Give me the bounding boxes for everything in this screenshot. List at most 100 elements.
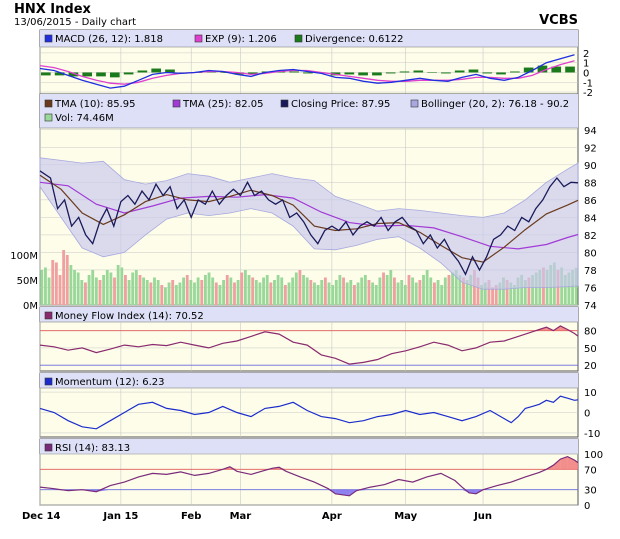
- volume-bar: [251, 277, 255, 305]
- oscillator-y-tick: 50: [584, 344, 597, 355]
- volume-bar: [124, 275, 127, 305]
- oscillator-y-tick: 20: [584, 361, 597, 372]
- divergence-bar: [565, 66, 575, 73]
- divergence-bar: [510, 71, 520, 73]
- volume-bar: [87, 275, 91, 305]
- volume-bar: [367, 280, 371, 305]
- volume-bar: [182, 277, 186, 305]
- volume-bar: [269, 282, 273, 305]
- divergence-bar: [413, 70, 424, 73]
- oscillator-y-tick: 0: [584, 501, 590, 512]
- volume-bar: [465, 280, 469, 305]
- volume-bar: [385, 275, 389, 305]
- volume-bar: [454, 270, 458, 305]
- macd-y-tick: 2: [583, 49, 589, 60]
- divergence-bar: [427, 72, 437, 73]
- volume-bar: [243, 270, 247, 305]
- x-axis-date-label: Jun: [473, 511, 492, 522]
- volume-bar: [422, 275, 425, 305]
- price-y-tick: 78: [584, 266, 597, 277]
- legend-label: Money Flow Index (14): 70.52: [55, 311, 204, 322]
- price-y-tick: 90: [584, 161, 597, 172]
- volume-bar: [120, 267, 124, 305]
- price-y-tick: 88: [584, 178, 597, 189]
- divergence-bar: [551, 66, 562, 73]
- volume-bar: [458, 275, 462, 305]
- volume-bar: [58, 275, 62, 305]
- divergence-bar: [123, 72, 134, 75]
- macd-y-tick: 0: [583, 68, 589, 79]
- volume-bar: [443, 277, 447, 305]
- divergence-bar: [234, 72, 244, 75]
- tma25-line: [39, 181, 579, 250]
- volume-bar: [512, 285, 516, 305]
- closing-price-line: [39, 170, 579, 276]
- divergence-bar: [537, 65, 548, 73]
- volume-bar: [349, 280, 353, 305]
- volume-bar: [447, 275, 451, 305]
- legend-swatch: [44, 113, 53, 122]
- volume-bar: [527, 277, 531, 305]
- volume-bar: [451, 272, 455, 305]
- volume-bar: [69, 265, 73, 305]
- volume-bar: [84, 282, 87, 305]
- divergence-bar: [372, 72, 382, 76]
- divergence-bar: [289, 71, 299, 73]
- volume-bar: [323, 277, 327, 305]
- legend-label: Vol: 74.46M: [55, 113, 114, 124]
- volume-bar: [316, 285, 320, 305]
- volume-bar: [563, 275, 567, 305]
- volume-bar: [494, 285, 498, 305]
- legend-swatch: [44, 99, 53, 108]
- macd-y-tick: 1: [583, 59, 589, 70]
- volume-bar: [425, 270, 429, 305]
- volume-bar: [47, 277, 51, 305]
- volume-bar: [76, 272, 80, 305]
- divergence-bar: [68, 72, 79, 77]
- volume-y-tick: 0M: [23, 301, 38, 312]
- volume-bar: [174, 285, 178, 305]
- price-y-tick: 80: [584, 248, 597, 259]
- oscillator-y-tick: 10: [584, 388, 597, 399]
- volume-bar: [138, 275, 142, 305]
- volume-bar: [62, 250, 66, 305]
- oscillator-y-tick: 0: [584, 409, 590, 420]
- volume-bar: [327, 282, 331, 305]
- divergence-bar: [137, 70, 148, 73]
- volume-bar: [207, 272, 211, 305]
- price-y-tick: 84: [584, 213, 597, 224]
- volume-bar: [556, 270, 560, 305]
- volume-bar: [313, 282, 316, 305]
- volume-bar: [389, 270, 393, 305]
- volume-bar: [247, 275, 251, 305]
- volume-bar: [469, 275, 473, 305]
- volume-bar: [331, 285, 335, 305]
- price-y-tick: 86: [584, 196, 597, 207]
- volume-bar: [254, 280, 258, 305]
- volume-bar: [280, 277, 284, 305]
- x-axis-date-label: Mar: [230, 511, 252, 522]
- volume-bar: [229, 277, 233, 305]
- volume-bar: [233, 282, 236, 305]
- divergence-bar: [523, 67, 534, 73]
- volume-bar: [302, 275, 305, 305]
- oversold-fill: [335, 489, 350, 496]
- volume-bar: [291, 277, 295, 305]
- volume-bar: [116, 265, 120, 305]
- oscillator-y-tick: 80: [584, 327, 597, 338]
- legend-swatch: [44, 311, 53, 320]
- volume-bar: [353, 285, 356, 305]
- divergence-bar: [109, 72, 120, 78]
- volume-bar: [113, 277, 116, 305]
- volume-bar: [185, 275, 189, 305]
- oscillator-y-tick: 70: [584, 465, 597, 476]
- divergence-bar: [441, 72, 451, 74]
- x-axis-date-label: Dec 14: [22, 511, 60, 522]
- volume-bar: [476, 277, 480, 305]
- volume-bar: [225, 275, 229, 305]
- volume-bar: [153, 277, 156, 305]
- volume-bar: [356, 282, 360, 305]
- volume-bar: [156, 280, 160, 305]
- divergence-bar: [82, 72, 93, 77]
